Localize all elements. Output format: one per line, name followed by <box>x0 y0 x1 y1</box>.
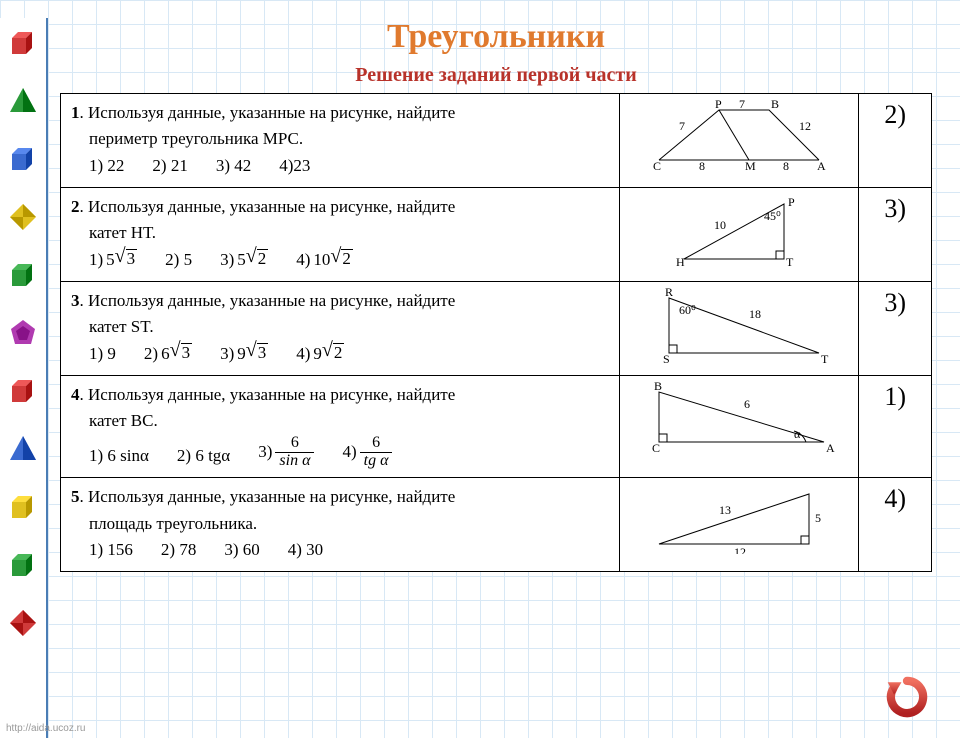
svg-text:7: 7 <box>739 100 745 111</box>
option: 3) 42 <box>216 153 251 179</box>
shapes-sidebar <box>0 18 48 738</box>
problem-line2: катет НТ. <box>71 220 609 246</box>
figure-cell: 13 5 12 <box>620 478 859 572</box>
figure-cell: P H T 10 45⁰ <box>620 188 859 282</box>
option: 1) 156 <box>89 537 133 563</box>
question-cell: 4. Используя данные, указанные на рисунк… <box>61 376 620 478</box>
svg-text:12: 12 <box>734 545 746 554</box>
svg-text:P: P <box>715 100 722 111</box>
problem-row: 5. Используя данные, указанные на рисунк… <box>61 478 932 572</box>
decor-shape <box>8 550 38 580</box>
svg-text:12: 12 <box>799 119 811 133</box>
watermark-text: http://aida.ucoz.ru <box>6 723 86 734</box>
option: 3) 60 <box>224 537 259 563</box>
svg-text:T: T <box>786 255 794 269</box>
svg-text:C: C <box>653 159 661 170</box>
answer-cell: 2) <box>859 94 932 188</box>
answer-cell: 4) <box>859 478 932 572</box>
svg-text:8: 8 <box>699 159 705 170</box>
problem-number: 4 <box>71 385 80 404</box>
option: 3) 5√2 <box>220 247 268 273</box>
decor-shape <box>8 376 38 406</box>
figure-cell: BCA 6 α <box>620 376 859 478</box>
reload-icon[interactable] <box>884 674 930 720</box>
decor-shape <box>8 202 38 232</box>
problem-number: 3 <box>71 291 80 310</box>
svg-text:R: R <box>665 288 673 299</box>
svg-text:45⁰: 45⁰ <box>764 209 781 223</box>
svg-text:H: H <box>676 255 685 269</box>
svg-text:S: S <box>663 352 670 363</box>
problem-line2: периметр треугольника МРС. <box>71 126 609 152</box>
figure-cell: R S T 60⁰ 18 <box>620 282 859 376</box>
svg-text:60⁰: 60⁰ <box>679 303 696 317</box>
option: 1) 5√3 <box>89 247 137 273</box>
figure-cell: P B C M A 7 12 7 8 8 <box>620 94 859 188</box>
problem-number: 5 <box>71 487 80 506</box>
option: 4) 10√2 <box>296 247 353 273</box>
option: 1) 9 <box>89 341 116 367</box>
problems-table: 1. Используя данные, указанные на рисунк… <box>60 93 932 572</box>
option: 1) 22 <box>89 153 124 179</box>
svg-text:B: B <box>771 100 779 111</box>
svg-text:6: 6 <box>744 397 750 411</box>
svg-text:8: 8 <box>783 159 789 170</box>
decor-shape <box>8 86 38 116</box>
option: 4) 9√2 <box>296 341 344 367</box>
problem-line2: катет ST. <box>71 314 609 340</box>
option: 4) 6tg α <box>342 435 392 470</box>
option: 3) 6sin α <box>258 435 314 470</box>
svg-text:5: 5 <box>815 511 821 525</box>
decor-shape <box>8 260 38 290</box>
answer-cell: 3) <box>859 188 932 282</box>
answer-cell: 3) <box>859 282 932 376</box>
option: 4) 30 <box>288 537 323 563</box>
svg-text:A: A <box>826 441 835 452</box>
svg-text:A: A <box>817 159 826 170</box>
option: 2) 78 <box>161 537 196 563</box>
option: 2) 21 <box>152 153 187 179</box>
svg-text:C: C <box>652 441 660 452</box>
svg-text:13: 13 <box>719 503 731 517</box>
svg-text:T: T <box>821 352 829 363</box>
decor-shape <box>8 434 38 464</box>
problem-row: 3. Используя данные, указанные на рисунк… <box>61 282 932 376</box>
svg-text:P: P <box>788 195 795 209</box>
option: 4)23 <box>279 153 310 179</box>
problem-line2: катет ВС. <box>71 408 609 434</box>
svg-text:18: 18 <box>749 307 761 321</box>
decor-shape <box>8 492 38 522</box>
question-cell: 2. Используя данные, указанные на рисунк… <box>61 188 620 282</box>
option: 2) 5 <box>165 247 192 273</box>
content-area: Треугольники Решение заданий первой част… <box>60 18 932 572</box>
decor-shape <box>8 608 38 638</box>
problem-row: 1. Используя данные, указанные на рисунк… <box>61 94 932 188</box>
decor-shape <box>8 144 38 174</box>
svg-text:B: B <box>654 382 662 393</box>
page-title: Треугольники <box>60 18 932 56</box>
answer-cell: 1) <box>859 376 932 478</box>
question-cell: 1. Используя данные, указанные на рисунк… <box>61 94 620 188</box>
problem-number: 2 <box>71 197 80 216</box>
option: 2) 6√3 <box>144 341 192 367</box>
option: 1) 6 sinα <box>89 443 149 469</box>
problem-line2: площадь треугольника. <box>71 511 609 537</box>
problem-number: 1 <box>71 103 80 122</box>
svg-text:10: 10 <box>714 218 726 232</box>
option: 2) 6 tgα <box>177 443 230 469</box>
problem-row: 2. Используя данные, указанные на рисунк… <box>61 188 932 282</box>
decor-shape <box>8 28 38 58</box>
option: 3) 9√3 <box>220 341 268 367</box>
decor-shape <box>8 318 38 348</box>
page-subtitle: Решение заданий первой части <box>60 64 932 87</box>
svg-text:M: M <box>745 159 756 170</box>
question-cell: 3. Используя данные, указанные на рисунк… <box>61 282 620 376</box>
problem-row: 4. Используя данные, указанные на рисунк… <box>61 376 932 478</box>
svg-text:7: 7 <box>679 119 685 133</box>
question-cell: 5. Используя данные, указанные на рисунк… <box>61 478 620 572</box>
